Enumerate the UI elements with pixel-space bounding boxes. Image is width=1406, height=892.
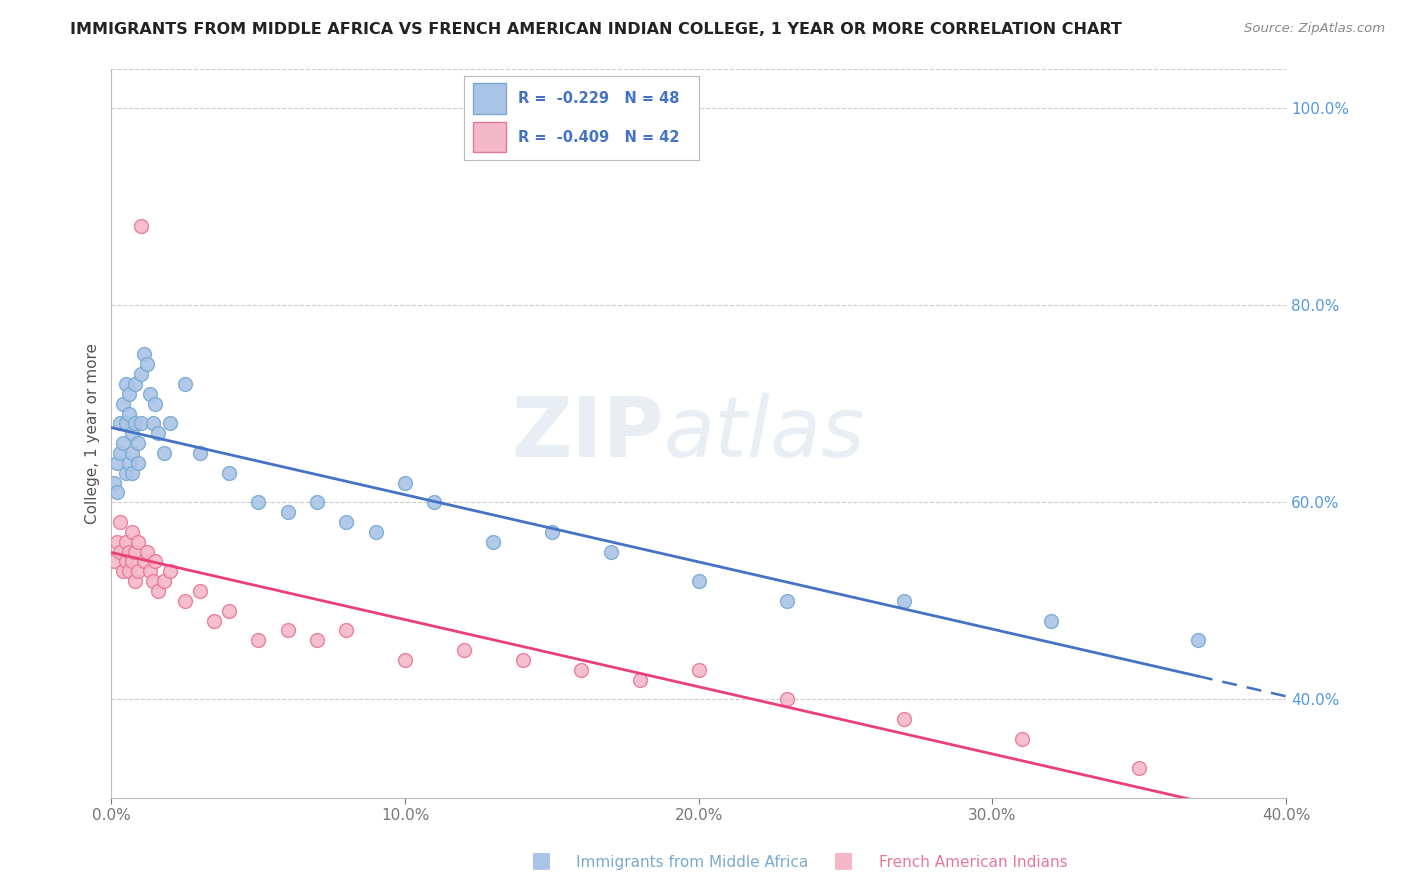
- Point: [173, 376, 195, 391]
- Point: [115, 466, 138, 480]
- Point: [138, 564, 160, 578]
- Point: [188, 446, 211, 460]
- Point: [141, 574, 163, 589]
- Point: [541, 524, 564, 539]
- Point: [277, 505, 299, 519]
- Point: [115, 534, 138, 549]
- Point: [127, 564, 149, 578]
- Point: [124, 544, 146, 558]
- Point: [110, 544, 132, 558]
- Point: [135, 357, 157, 371]
- Point: [1187, 633, 1209, 648]
- Point: [132, 347, 155, 361]
- Point: [145, 397, 167, 411]
- Point: [127, 436, 149, 450]
- Text: ■: ■: [531, 850, 551, 870]
- Point: [112, 397, 135, 411]
- Point: [153, 446, 176, 460]
- Point: [569, 663, 592, 677]
- Point: [110, 446, 132, 460]
- Point: [118, 456, 141, 470]
- Point: [124, 376, 146, 391]
- Point: [121, 524, 143, 539]
- Point: [141, 417, 163, 431]
- Text: Source: ZipAtlas.com: Source: ZipAtlas.com: [1244, 22, 1385, 36]
- Point: [277, 624, 299, 638]
- Point: [115, 417, 138, 431]
- Point: [124, 417, 146, 431]
- Point: [335, 624, 357, 638]
- Point: [482, 534, 505, 549]
- Point: [129, 219, 152, 234]
- Point: [145, 554, 167, 568]
- Point: [1011, 731, 1033, 746]
- Point: [159, 564, 181, 578]
- Point: [115, 376, 138, 391]
- Point: [247, 633, 270, 648]
- Point: [118, 564, 141, 578]
- Point: [129, 367, 152, 381]
- Point: [628, 673, 651, 687]
- Text: French American Indians: French American Indians: [879, 855, 1067, 870]
- Point: [148, 584, 170, 599]
- Point: [118, 407, 141, 421]
- Point: [115, 554, 138, 568]
- Point: [105, 456, 128, 470]
- Point: [129, 417, 152, 431]
- Point: [364, 524, 387, 539]
- Point: [776, 594, 799, 608]
- Point: [394, 475, 416, 490]
- Point: [202, 614, 225, 628]
- Point: [173, 594, 195, 608]
- Point: [423, 495, 446, 509]
- Point: [132, 554, 155, 568]
- Point: [335, 515, 357, 529]
- Point: [110, 417, 132, 431]
- Y-axis label: College, 1 year or more: College, 1 year or more: [86, 343, 100, 524]
- Text: ZIP: ZIP: [510, 392, 664, 474]
- Point: [394, 653, 416, 667]
- Point: [103, 475, 125, 490]
- Text: atlas: atlas: [664, 392, 865, 474]
- Point: [121, 446, 143, 460]
- Point: [127, 534, 149, 549]
- Point: [124, 574, 146, 589]
- Point: [218, 466, 240, 480]
- Point: [453, 643, 475, 657]
- Point: [118, 387, 141, 401]
- Point: [688, 663, 710, 677]
- Point: [112, 564, 135, 578]
- Text: Immigrants from Middle Africa: Immigrants from Middle Africa: [576, 855, 808, 870]
- Point: [110, 515, 132, 529]
- Point: [105, 534, 128, 549]
- Text: ■: ■: [834, 850, 853, 870]
- Point: [103, 554, 125, 568]
- Point: [105, 485, 128, 500]
- Point: [188, 584, 211, 599]
- Point: [305, 633, 328, 648]
- Point: [121, 426, 143, 441]
- Text: IMMIGRANTS FROM MIDDLE AFRICA VS FRENCH AMERICAN INDIAN COLLEGE, 1 YEAR OR MORE : IMMIGRANTS FROM MIDDLE AFRICA VS FRENCH …: [70, 22, 1122, 37]
- Point: [893, 712, 915, 726]
- Point: [1128, 762, 1150, 776]
- Point: [127, 456, 149, 470]
- Point: [688, 574, 710, 589]
- Point: [159, 417, 181, 431]
- Point: [599, 544, 621, 558]
- Point: [776, 692, 799, 706]
- Point: [112, 436, 135, 450]
- Point: [153, 574, 176, 589]
- Point: [138, 387, 160, 401]
- Point: [121, 554, 143, 568]
- Point: [218, 604, 240, 618]
- Point: [305, 495, 328, 509]
- Point: [1040, 614, 1063, 628]
- Point: [893, 594, 915, 608]
- Point: [148, 426, 170, 441]
- Point: [512, 653, 534, 667]
- Point: [121, 466, 143, 480]
- Point: [247, 495, 270, 509]
- Point: [118, 544, 141, 558]
- Point: [135, 544, 157, 558]
